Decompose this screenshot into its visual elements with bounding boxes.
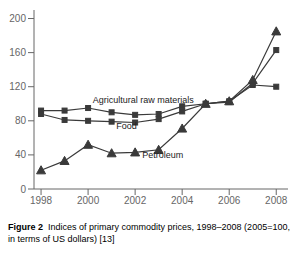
svg-text:80: 80 [15,115,27,126]
svg-text:160: 160 [9,47,26,58]
svg-text:Petroleum: Petroleum [142,150,183,160]
svg-text:120: 120 [9,81,26,92]
svg-text:2006: 2006 [218,195,241,206]
svg-text:2004: 2004 [171,195,194,206]
html-text:Figure 2: Figure 2 [8,222,43,232]
svg-text:2000: 2000 [77,195,100,206]
svg-text:2008: 2008 [265,195,288,206]
svg-text:40: 40 [15,149,27,160]
html-text:Indices of primary commodity p: Indices of primary commodity prices, 199… [8,222,290,244]
svg-text:200: 200 [9,13,26,24]
svg-text:1998: 1998 [30,195,53,206]
svg-text:Agricultural raw materials: Agricultural raw materials [93,95,195,105]
svg-text:0: 0 [20,184,26,195]
svg-text:Food: Food [116,121,137,131]
svg-text:2002: 2002 [124,195,147,206]
